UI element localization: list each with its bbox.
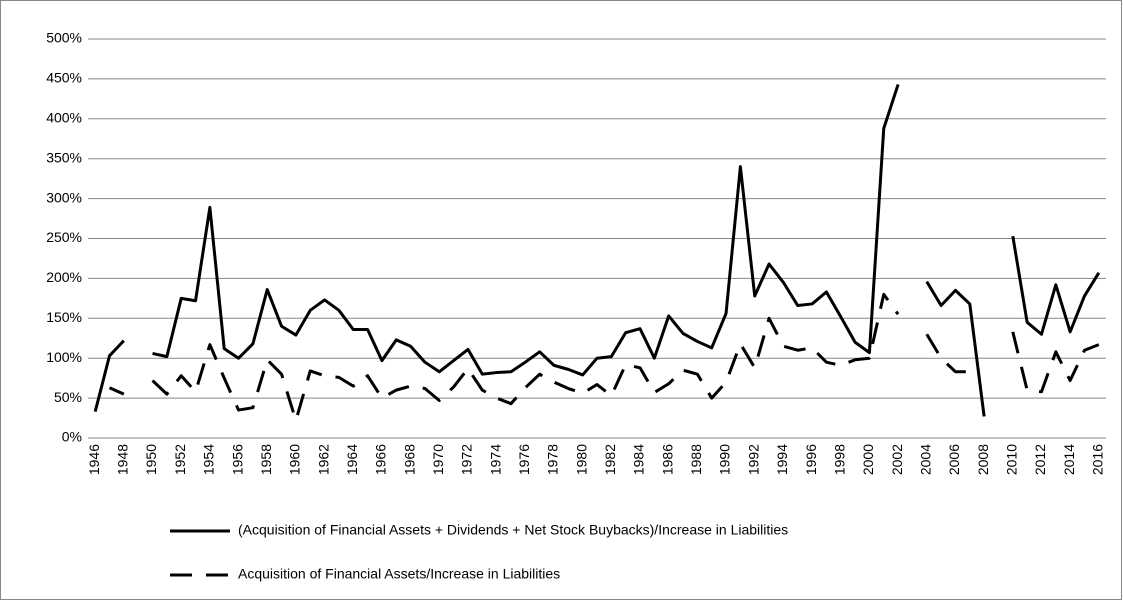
legend-label: (Acquisition of Financial Assets + Divid…	[238, 522, 788, 538]
x-tick-label: 1958	[258, 444, 274, 475]
x-tick-label: 2000	[860, 444, 876, 475]
x-tick-label: 1964	[344, 444, 360, 475]
x-tick-label: 1986	[659, 444, 675, 475]
x-tick-label: 1978	[545, 444, 561, 475]
x-tick-label: 2006	[946, 444, 962, 475]
y-tick-label: 300%	[46, 189, 82, 205]
x-tick-label: 1948	[115, 444, 131, 475]
y-tick-label: 250%	[46, 229, 82, 245]
x-tick-label: 1950	[143, 444, 159, 475]
x-tick-label: 1970	[430, 444, 446, 475]
y-tick-label: 350%	[46, 149, 82, 165]
x-tick-label: 1976	[516, 444, 532, 475]
x-tick-label: 1974	[487, 444, 503, 475]
x-tick-label: 2016	[1090, 444, 1106, 475]
x-tick-label: 2002	[889, 444, 905, 475]
x-tick-label: 2010	[1004, 444, 1020, 475]
y-tick-label: 0%	[62, 429, 82, 445]
x-tick-label: 1998	[831, 444, 847, 475]
y-tick-label: 500%	[46, 30, 82, 46]
y-tick-label: 200%	[46, 269, 82, 285]
x-tick-label: 1946	[86, 444, 102, 475]
x-tick-label: 1994	[774, 444, 790, 475]
x-tick-label: 1988	[688, 444, 704, 475]
series-line	[108, 292, 1100, 422]
legend-label: Acquisition of Financial Assets/Increase…	[238, 566, 560, 582]
x-tick-label: 1992	[745, 444, 761, 475]
x-tick-label: 2014	[1061, 444, 1077, 475]
x-tick-label: 1966	[373, 444, 389, 475]
x-tick-label: 1968	[401, 444, 417, 475]
x-tick-label: 2012	[1032, 444, 1048, 475]
x-tick-label: 1996	[803, 444, 819, 475]
x-tick-label: 1980	[573, 444, 589, 475]
y-tick-label: 400%	[46, 110, 82, 126]
y-tick-label: 100%	[46, 349, 82, 365]
x-tick-label: 2008	[975, 444, 991, 475]
x-tick-label: 1956	[229, 444, 245, 475]
x-tick-label: 1954	[201, 444, 217, 475]
y-tick-label: 50%	[54, 389, 82, 405]
x-tick-label: 1952	[172, 444, 188, 475]
y-tick-label: 150%	[46, 309, 82, 325]
x-tick-label: 1982	[602, 444, 618, 475]
series-line	[93, 84, 1101, 417]
y-tick-label: 450%	[46, 70, 82, 86]
x-tick-label: 1984	[631, 444, 647, 475]
x-tick-label: 1990	[717, 444, 733, 475]
x-tick-label: 1962	[315, 444, 331, 475]
x-tick-label: 1972	[459, 444, 475, 475]
x-tick-label: 2004	[917, 444, 933, 475]
x-tick-label: 1960	[287, 444, 303, 475]
